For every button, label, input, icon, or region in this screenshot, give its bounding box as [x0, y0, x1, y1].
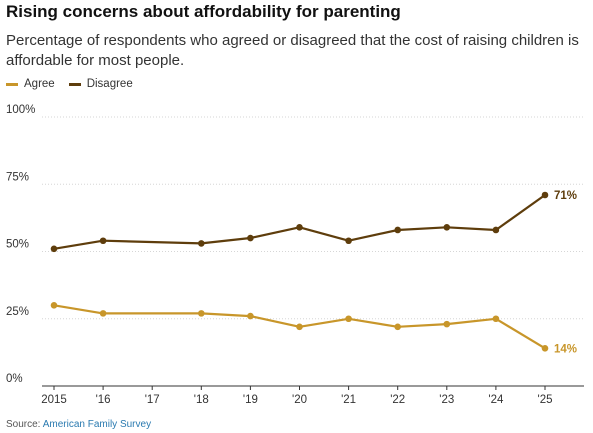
- data-point-agree: [99, 310, 107, 317]
- data-point-agree: [394, 323, 402, 331]
- legend-item-agree: Agree: [6, 78, 55, 90]
- data-point-disagree: [247, 234, 254, 242]
- legend-swatch-agree: [6, 82, 18, 86]
- data-point-disagree: [99, 237, 107, 245]
- x-tick-label: '16: [96, 394, 111, 406]
- y-tick-label: 50%: [6, 239, 29, 251]
- x-tick-label: '21: [341, 394, 356, 406]
- x-tick-label: '19: [243, 394, 258, 406]
- data-point-agree: [345, 315, 352, 323]
- end-label-agree: 14%: [554, 343, 577, 355]
- x-tick-label: '22: [390, 394, 405, 406]
- x-tick-label: 2015: [41, 394, 67, 406]
- end-label-disagree: 71%: [554, 190, 577, 202]
- x-tick-label: '17: [145, 394, 160, 406]
- y-tick-label: 100%: [6, 104, 35, 116]
- legend-swatch-disagree: [68, 82, 81, 86]
- series-line-agree: [53, 304, 546, 350]
- chart-subtitle: Percentage of respondents who agreed or …: [6, 32, 579, 69]
- legend-label-agree: Agree: [24, 78, 55, 90]
- data-point-agree: [296, 323, 303, 331]
- x-tick-label: '18: [194, 394, 209, 406]
- y-tick-label: 0%: [6, 373, 23, 385]
- data-point-disagree: [541, 191, 549, 199]
- data-point-disagree: [50, 245, 58, 253]
- data-point-agree: [50, 302, 58, 309]
- data-point-disagree: [443, 223, 451, 231]
- source-note: Source: American Family Survey: [6, 419, 151, 430]
- legend: Agree Disagree: [6, 78, 147, 90]
- series-line-disagree: [53, 194, 546, 250]
- data-point-agree: [198, 310, 205, 317]
- x-tick-label: '25: [538, 394, 553, 406]
- legend-item-disagree: Disagree: [68, 78, 133, 90]
- data-point-agree: [541, 345, 549, 352]
- data-point-disagree: [296, 223, 303, 231]
- x-tick-label: '20: [292, 394, 307, 406]
- source-link[interactable]: American Family Survey: [42, 419, 152, 430]
- data-point-disagree: [394, 226, 402, 234]
- data-point-disagree: [345, 237, 352, 245]
- data-point-disagree: [492, 226, 500, 234]
- data-point-agree: [443, 320, 451, 328]
- chart-title: Rising concerns about affordability for …: [6, 2, 401, 21]
- legend-label-disagree: Disagree: [86, 78, 133, 90]
- x-tick-label: '24: [488, 394, 504, 406]
- source-prefix: Source:: [6, 419, 43, 430]
- data-point-agree: [492, 315, 500, 323]
- x-tick-label: '23: [439, 394, 454, 406]
- data-point-disagree: [198, 240, 205, 247]
- y-tick-label: 25%: [6, 306, 29, 318]
- y-tick-label: 75%: [6, 171, 29, 183]
- data-point-agree: [247, 312, 254, 320]
